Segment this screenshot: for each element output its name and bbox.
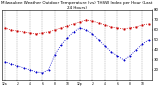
Title: Milwaukee Weather Outdoor Temperature (vs) THSW Index per Hour (Last 24 Hours): Milwaukee Weather Outdoor Temperature (v…: [1, 1, 152, 10]
